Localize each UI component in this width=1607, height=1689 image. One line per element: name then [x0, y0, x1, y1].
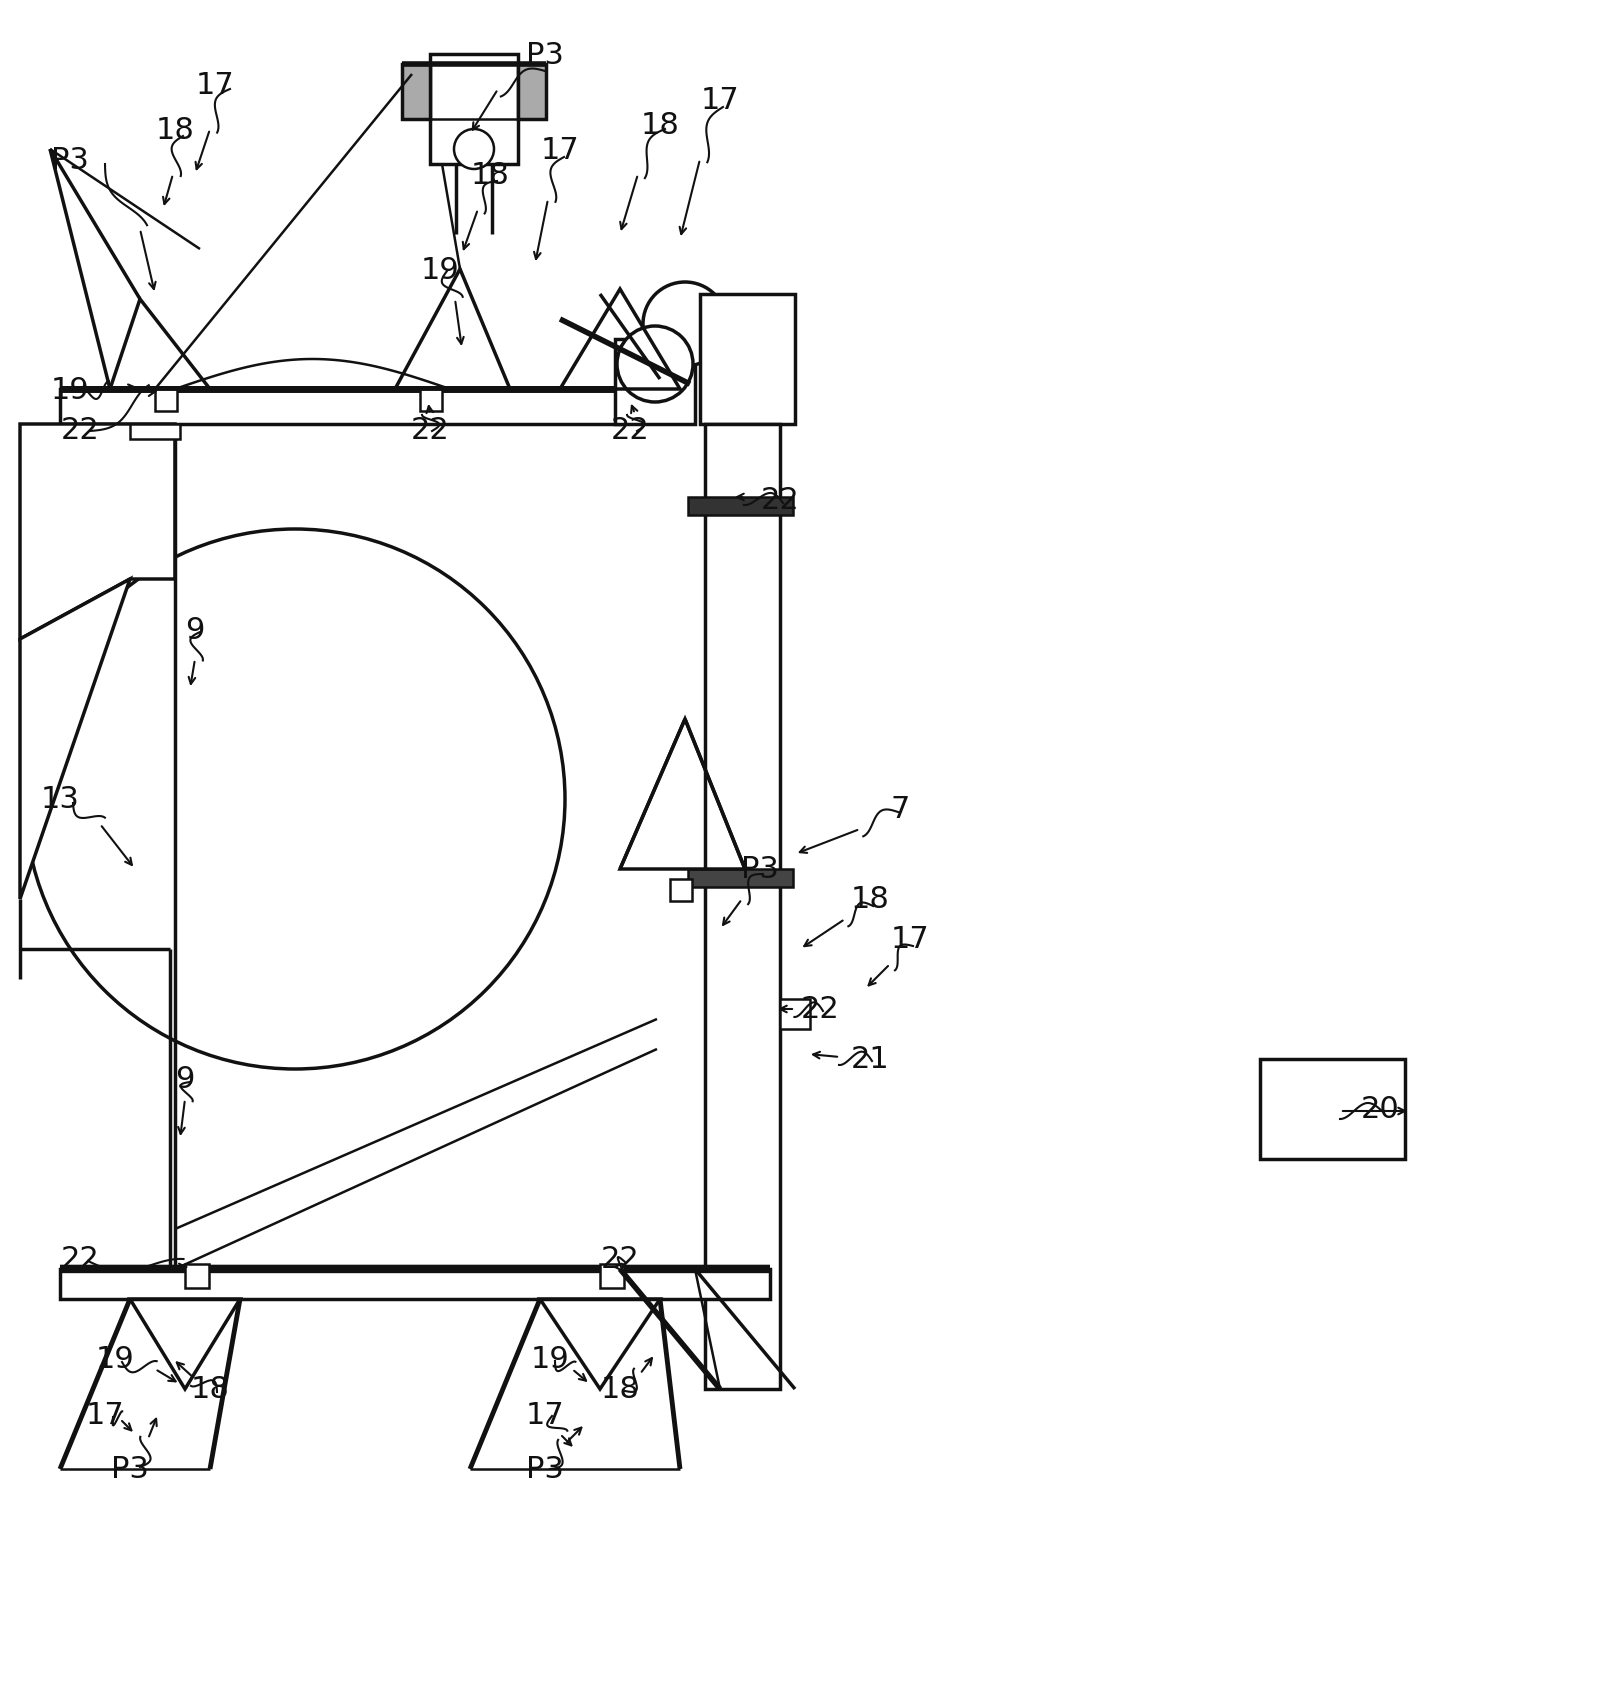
- Text: P3: P3: [111, 1454, 149, 1483]
- Bar: [154, 390, 177, 412]
- Text: 18: 18: [191, 1375, 230, 1404]
- Bar: [185, 1265, 209, 1289]
- Text: 13: 13: [40, 785, 79, 814]
- Text: 22: 22: [800, 995, 839, 1024]
- Bar: [670, 880, 691, 902]
- Bar: [402, 64, 429, 120]
- Bar: [419, 390, 442, 412]
- Text: 17: 17: [85, 1400, 124, 1429]
- Polygon shape: [19, 424, 175, 640]
- Bar: [688, 870, 792, 887]
- Text: 19: 19: [95, 1344, 135, 1373]
- Bar: [59, 390, 620, 424]
- Circle shape: [643, 282, 726, 367]
- Text: 21: 21: [850, 1045, 889, 1074]
- Text: 17: 17: [196, 71, 235, 100]
- Bar: [599, 1265, 624, 1289]
- Text: 20: 20: [1360, 1094, 1398, 1123]
- Text: P3: P3: [51, 145, 88, 174]
- Bar: [614, 339, 694, 424]
- Text: 18: 18: [850, 885, 889, 914]
- Text: 9: 9: [175, 1064, 194, 1094]
- Circle shape: [453, 130, 493, 171]
- Text: 22: 22: [61, 415, 100, 444]
- Text: 17: 17: [525, 1400, 564, 1429]
- Bar: [688, 498, 792, 515]
- Bar: [130, 424, 180, 439]
- Polygon shape: [19, 579, 130, 900]
- Text: 9: 9: [185, 615, 204, 644]
- Text: 18: 18: [599, 1375, 640, 1404]
- Text: 17: 17: [890, 926, 929, 954]
- Text: P3: P3: [525, 41, 564, 69]
- Bar: [779, 1000, 810, 1029]
- Circle shape: [26, 530, 564, 1069]
- Text: 17: 17: [540, 135, 579, 164]
- Text: P3: P3: [525, 1454, 564, 1483]
- Text: 18: 18: [640, 110, 680, 140]
- Bar: [1260, 1059, 1405, 1159]
- Text: 22: 22: [601, 1245, 640, 1274]
- Text: 18: 18: [471, 160, 509, 189]
- Bar: [704, 424, 779, 1388]
- Bar: [699, 296, 794, 424]
- Bar: [517, 64, 546, 120]
- Text: 22: 22: [410, 415, 448, 444]
- Text: 19: 19: [421, 255, 460, 284]
- Text: 19: 19: [50, 375, 90, 404]
- Text: 19: 19: [530, 1344, 569, 1373]
- Text: 22: 22: [611, 415, 649, 444]
- Circle shape: [617, 326, 693, 402]
- Text: 17: 17: [701, 86, 739, 115]
- Bar: [59, 1268, 770, 1299]
- Text: P3: P3: [741, 855, 778, 883]
- Text: 18: 18: [156, 115, 194, 145]
- Text: 22: 22: [61, 1245, 100, 1274]
- Text: 7: 7: [890, 796, 910, 824]
- Text: 22: 22: [760, 485, 799, 513]
- Bar: [429, 56, 517, 166]
